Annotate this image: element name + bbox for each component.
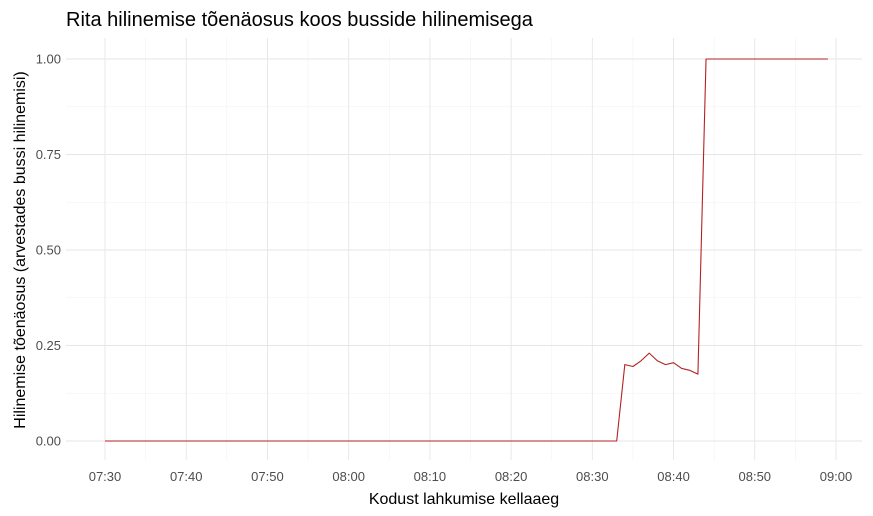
chart-title: Rita hilinemise tõenäosus koos busside h… — [66, 9, 534, 31]
y-axis-ticks: 0.00 0.25 0.50 0.75 1.00 — [36, 52, 61, 449]
x-tick-label: 08:00 — [332, 469, 365, 484]
grid — [66, 38, 862, 460]
y-tick-label: 0.25 — [36, 338, 61, 353]
x-axis-title: Kodust lahkumise kellaaeg — [369, 491, 559, 508]
y-tick-label: 0.00 — [36, 434, 61, 449]
x-tick-label: 08:10 — [414, 469, 447, 484]
y-axis-title: Hilinemise tõenäosus (arvestades bussi h… — [12, 71, 29, 428]
x-tick-label: 08:40 — [657, 469, 690, 484]
y-tick-label: 1.00 — [36, 52, 61, 67]
x-tick-label: 08:50 — [739, 469, 772, 484]
series-layer — [105, 58, 828, 442]
x-axis-ticks: 07:30 07:40 07:50 08:00 08:10 08:20 08:30 08:40… — [89, 469, 853, 484]
series-line — [105, 58, 828, 442]
x-tick-label: 07:40 — [170, 469, 203, 484]
y-tick-label: 0.75 — [36, 147, 61, 162]
x-tick-label: 07:50 — [251, 469, 284, 484]
x-tick-label: 08:20 — [495, 469, 528, 484]
x-tick-label: 09:00 — [820, 469, 853, 484]
y-tick-label: 0.50 — [36, 243, 61, 258]
x-tick-label: 08:30 — [576, 469, 609, 484]
x-tick-label: 07:30 — [89, 469, 122, 484]
